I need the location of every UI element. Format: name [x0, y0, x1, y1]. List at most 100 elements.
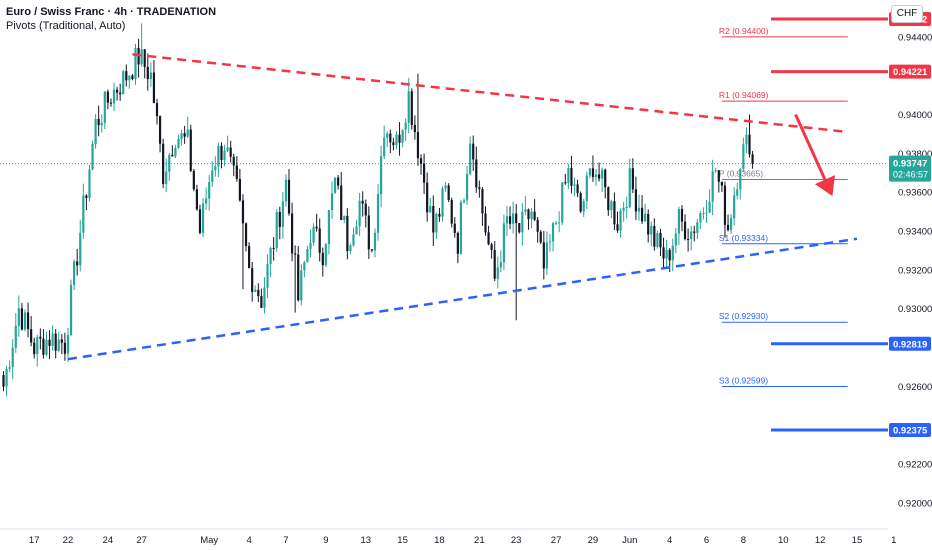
- candle[interactable]: [729, 213, 733, 235]
- candle[interactable]: [168, 152, 171, 181]
- candle[interactable]: [733, 187, 736, 226]
- candle[interactable]: [570, 155, 573, 194]
- candle[interactable]: [444, 182, 447, 192]
- candle[interactable]: [303, 261, 306, 278]
- candle[interactable]: [223, 144, 226, 167]
- candle[interactable]: [337, 175, 340, 190]
- candle[interactable]: [343, 215, 346, 224]
- candle[interactable]: [736, 182, 739, 200]
- candle[interactable]: [644, 203, 647, 222]
- candle[interactable]: [186, 116, 189, 138]
- candle[interactable]: [653, 218, 656, 251]
- candle[interactable]: [419, 154, 423, 175]
- candle[interactable]: [665, 239, 668, 268]
- candle[interactable]: [459, 199, 463, 255]
- candle[interactable]: [355, 219, 358, 235]
- candle[interactable]: [330, 181, 334, 219]
- candle[interactable]: [235, 156, 238, 182]
- candle[interactable]: [251, 262, 254, 302]
- candle[interactable]: [189, 124, 192, 173]
- candle[interactable]: [484, 206, 487, 236]
- candle[interactable]: [214, 156, 217, 177]
- candle[interactable]: [318, 218, 321, 262]
- candle[interactable]: [88, 164, 91, 202]
- candle[interactable]: [26, 302, 30, 338]
- candle[interactable]: [597, 162, 601, 182]
- candle[interactable]: [54, 329, 57, 359]
- candle[interactable]: [109, 98, 113, 107]
- candle[interactable]: [244, 222, 248, 252]
- candle[interactable]: [465, 166, 469, 205]
- candle[interactable]: [469, 136, 472, 176]
- candle[interactable]: [573, 177, 576, 197]
- candle[interactable]: [205, 187, 208, 210]
- candle[interactable]: [146, 53, 149, 91]
- candle[interactable]: [453, 217, 456, 238]
- candle[interactable]: [370, 249, 373, 253]
- candle[interactable]: [290, 202, 294, 262]
- candle[interactable]: [125, 64, 128, 87]
- candle[interactable]: [545, 231, 548, 275]
- candle[interactable]: [478, 180, 481, 198]
- candle[interactable]: [726, 214, 730, 232]
- candle[interactable]: [140, 23, 143, 67]
- candle[interactable]: [696, 218, 699, 239]
- candle[interactable]: [11, 339, 14, 380]
- candle[interactable]: [376, 183, 380, 241]
- candle[interactable]: [238, 169, 241, 202]
- x-axis[interactable]: 17 22 24 27 May 4 7 9 13 15 18 21 23 27 29 Jun 4 6 8 10 12 15…: [0, 528, 896, 546]
- candle[interactable]: [447, 183, 450, 203]
- candle[interactable]: [208, 174, 211, 211]
- candle[interactable]: [367, 206, 370, 259]
- candle[interactable]: [14, 313, 17, 353]
- candle[interactable]: [324, 242, 327, 268]
- candle[interactable]: [45, 331, 48, 357]
- candle[interactable]: [158, 115, 162, 153]
- candle[interactable]: [693, 225, 696, 242]
- candle[interactable]: [294, 245, 297, 313]
- candle[interactable]: [281, 191, 284, 239]
- candle[interactable]: [352, 227, 355, 247]
- candle[interactable]: [257, 283, 260, 303]
- candle[interactable]: [201, 197, 205, 238]
- candle[interactable]: [340, 171, 343, 221]
- candle[interactable]: [413, 115, 416, 140]
- candle[interactable]: [383, 125, 386, 160]
- candle[interactable]: [435, 212, 438, 239]
- candle[interactable]: [346, 208, 349, 260]
- candle[interactable]: [647, 209, 650, 243]
- candle[interactable]: [723, 181, 727, 238]
- candle[interactable]: [625, 196, 628, 219]
- candle[interactable]: [226, 135, 229, 153]
- candle[interactable]: [536, 216, 539, 243]
- candle[interactable]: [284, 174, 288, 207]
- candle[interactable]: [450, 197, 453, 228]
- candle[interactable]: [248, 242, 251, 269]
- candle[interactable]: [85, 194, 88, 211]
- candle[interactable]: [426, 172, 429, 222]
- candle[interactable]: [17, 295, 20, 337]
- candle[interactable]: [192, 168, 195, 192]
- candle[interactable]: [401, 129, 404, 148]
- candle[interactable]: [42, 329, 45, 359]
- candle[interactable]: [610, 199, 613, 219]
- candle[interactable]: [717, 170, 720, 193]
- candle[interactable]: [499, 250, 502, 273]
- candle[interactable]: [263, 277, 266, 314]
- candle[interactable]: [162, 138, 165, 189]
- candle[interactable]: [551, 221, 555, 252]
- candle[interactable]: [539, 229, 542, 245]
- candle[interactable]: [687, 228, 690, 252]
- candle[interactable]: [604, 168, 607, 199]
- candle[interactable]: [134, 43, 137, 85]
- candle[interactable]: [585, 171, 588, 210]
- candle[interactable]: [422, 153, 426, 195]
- candle[interactable]: [576, 179, 579, 198]
- candle[interactable]: [211, 161, 214, 187]
- candle[interactable]: [659, 228, 662, 257]
- candle[interactable]: [232, 153, 235, 177]
- candle[interactable]: [82, 183, 85, 239]
- candle[interactable]: [720, 181, 723, 192]
- candle[interactable]: [23, 309, 27, 332]
- candle[interactable]: [20, 302, 24, 331]
